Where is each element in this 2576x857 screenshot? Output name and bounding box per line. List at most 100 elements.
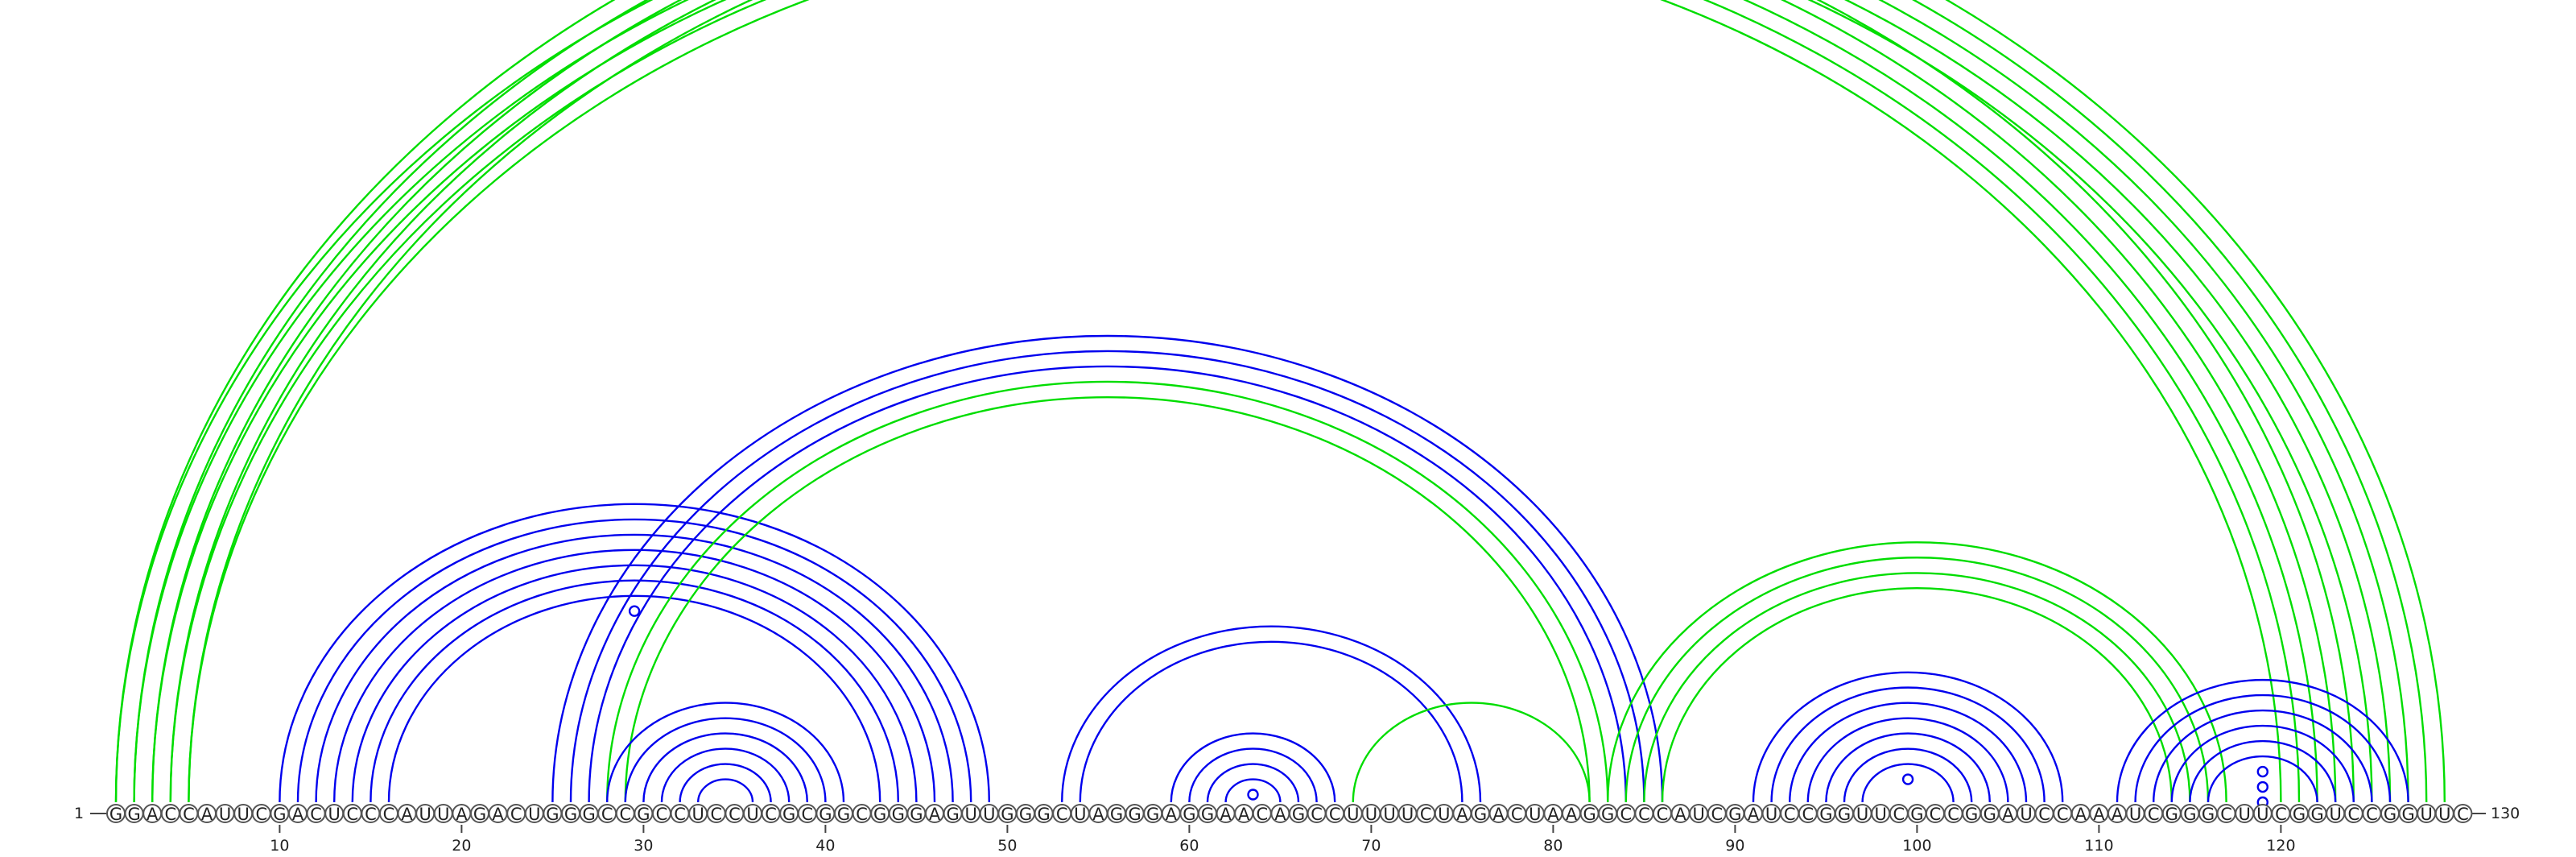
- nucleotide: U: [1397, 804, 1418, 824]
- nucleotide-letter: A: [1274, 805, 1286, 824]
- nucleotide-letter: U: [1402, 805, 1414, 824]
- nucleotide-letter: U: [2330, 805, 2342, 824]
- nucleotide-letter: C: [2275, 805, 2287, 824]
- nucleotide-letter: A: [292, 805, 304, 824]
- position-ticks: 10 20 30 40 50 60 70 80 90 100 110 120: [270, 825, 2296, 855]
- nucleotide-letter: A: [2075, 805, 2087, 824]
- nucleotide: U: [215, 804, 235, 824]
- nucleotide-letter: C: [510, 805, 522, 824]
- nucleotide: G: [1289, 804, 1308, 824]
- nucleotide-letter: U: [1347, 805, 1359, 824]
- nucleotide-letter: C: [183, 805, 195, 824]
- nucleotide-letter: C: [310, 805, 322, 824]
- nucleotide-letter: U: [219, 805, 231, 824]
- nucleotide-letter: G: [2293, 805, 2306, 824]
- nucleotide: G: [1125, 804, 1145, 824]
- nucleotide: G: [2180, 804, 2200, 824]
- base-pair-arc: [133, 0, 2337, 803]
- nucleotide: G: [1816, 804, 1836, 824]
- base-pair-arc: [624, 395, 1591, 803]
- base-pair-arc: [642, 732, 808, 803]
- nucleotide-letter: C: [674, 805, 686, 824]
- nucleotide: A: [2089, 804, 2109, 824]
- nucleotide: U: [979, 804, 999, 824]
- nucleotide: A: [488, 804, 508, 824]
- nucleotide: U: [2434, 804, 2454, 824]
- nucleotide-letter: C: [1893, 805, 1905, 824]
- nucleotide: G: [634, 804, 654, 824]
- nucleotide-letter: G: [2202, 805, 2215, 824]
- nucleotide-letter: G: [819, 805, 832, 824]
- nucleotide: C: [706, 804, 726, 824]
- nucleotide: C: [1926, 804, 1945, 824]
- base-pair-arc: [2134, 693, 2392, 803]
- base-pair-arc: [1770, 686, 2046, 803]
- base-pair-arc: [1624, 557, 2210, 803]
- base-pair-arc: [606, 702, 845, 803]
- base-pair-arc: [351, 564, 918, 803]
- nucleotide: C: [506, 804, 526, 824]
- nucleotide-letter: C: [856, 805, 868, 824]
- nucleotide: G: [1198, 804, 1217, 824]
- nucleotide: C: [2453, 804, 2473, 824]
- nucleotide: U: [961, 804, 981, 824]
- nucleotide-letter: A: [1220, 805, 1232, 824]
- loop-marker: [1901, 773, 1914, 785]
- loop-marker: [628, 605, 641, 617]
- nucleotide: A: [2107, 804, 2127, 824]
- nucleotide-letter: C: [2220, 805, 2232, 824]
- nucleotide: G: [779, 804, 799, 824]
- nucleotide-letter: C: [601, 805, 613, 824]
- base-pair-arc: [151, 0, 2409, 803]
- nucleotide-letter: U: [2256, 805, 2268, 824]
- nucleotide-letter: G: [1146, 805, 1159, 824]
- nucleotide: C: [342, 804, 362, 824]
- nucleotide: G: [124, 804, 144, 824]
- nucleotide: U: [688, 804, 708, 824]
- nucleotide-letter: U: [1529, 805, 1541, 824]
- nucleotide: G: [1034, 804, 1054, 824]
- tick-label: 60: [1179, 837, 1199, 855]
- nucleotide-letter: G: [2183, 805, 2196, 824]
- nucleotide: G: [1962, 804, 1982, 824]
- nucleotide: U: [1380, 804, 1399, 824]
- loop-marker: [1247, 789, 1259, 801]
- nucleotide: C: [2343, 804, 2363, 824]
- nucleotide-letter: G: [2310, 805, 2323, 824]
- nucleotide-letter: U: [692, 805, 704, 824]
- nucleotide-letter: G: [127, 805, 140, 824]
- nucleotide: G: [834, 804, 853, 824]
- tick-label: 110: [2084, 837, 2113, 855]
- nucleotide: G: [815, 804, 836, 824]
- nucleotide: U: [2235, 804, 2255, 824]
- nucleotide: A: [1744, 804, 1763, 824]
- base-pair-arc: [624, 717, 827, 803]
- nucleotide: A: [142, 804, 163, 824]
- nucleotide-letter: G: [1001, 805, 1013, 824]
- nucleotide: A: [2070, 804, 2091, 824]
- nucleotide: C: [852, 804, 872, 824]
- nucleotide-letter: C: [2057, 805, 2069, 824]
- nucleotide: C: [361, 804, 381, 824]
- nucleotide-circle: [2453, 804, 2473, 823]
- nucleotide: C: [2034, 804, 2054, 824]
- base-pair-arc: [1206, 763, 1300, 803]
- base-pair-arc: [660, 747, 791, 803]
- nucleotide: G: [470, 804, 489, 824]
- nucleotide-letter: C: [1638, 805, 1650, 824]
- loop-marker: [2256, 780, 2269, 793]
- nucleotide-letter: U: [419, 805, 431, 824]
- nucleotide-letter: U: [437, 805, 449, 824]
- nucleotide-letter: G: [2165, 805, 2178, 824]
- nucleotide-letter: C: [729, 805, 741, 824]
- sequence-start-label: 1: [74, 805, 84, 822]
- base-pair-arc: [1079, 640, 1463, 803]
- nucleotide-letter: C: [1620, 805, 1632, 824]
- base-pair-arc: [2189, 739, 2337, 803]
- nucleotide-letter: U: [1365, 805, 1377, 824]
- base-pair-arc: [2116, 679, 2409, 803]
- nucleotide: C: [615, 804, 635, 824]
- base-pair-arc: [1188, 747, 1318, 803]
- nucleotide-letter: G: [1819, 805, 1832, 824]
